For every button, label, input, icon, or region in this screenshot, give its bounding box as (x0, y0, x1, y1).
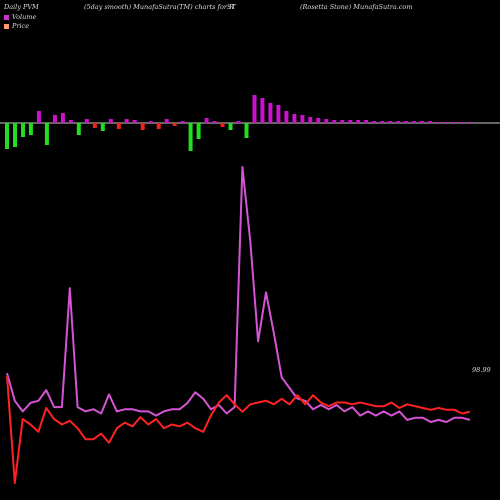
volume-bar (228, 123, 233, 130)
volume-bar (300, 115, 305, 123)
volume-bar (21, 123, 25, 137)
volume-bar (116, 123, 121, 129)
volume-bar (348, 120, 353, 123)
volume-bar (196, 123, 201, 139)
volume-bar (188, 123, 193, 151)
volume-bar (236, 121, 241, 123)
volume-bar (132, 120, 137, 123)
volume-bar (36, 111, 41, 123)
volume-bar (220, 123, 225, 127)
volume-bar (428, 121, 433, 123)
volume-bar (212, 121, 217, 123)
volume-bars (5, 95, 472, 151)
header-right: (Rosetta Stone) MunafaSutra.com (300, 3, 413, 11)
volume-bar (268, 103, 273, 123)
volume-bar (124, 119, 129, 123)
volume-bar (204, 118, 209, 123)
legend-price-label: Price (12, 22, 30, 30)
header-left: Daily PVM (4, 3, 39, 11)
volume-bar (460, 122, 464, 123)
volume-line (6, 166, 471, 423)
last-price-label: 98.99 (472, 366, 491, 374)
volume-bar (180, 121, 185, 123)
volume-bar (28, 123, 33, 135)
volume-bar (172, 123, 177, 126)
volume-bar (164, 119, 169, 123)
volume-bar (404, 121, 409, 123)
volume-bar (356, 120, 361, 123)
legend-price: Price (4, 22, 29, 30)
volume-bar (412, 121, 417, 123)
volume-bar (13, 123, 17, 147)
volume-bar (452, 122, 456, 123)
volume-bar (260, 98, 265, 123)
volume-bar (372, 121, 377, 123)
volume-bar (332, 120, 337, 123)
volume-bar (108, 119, 113, 123)
price-line (6, 375, 471, 484)
volume-bar (420, 121, 425, 123)
volume-bar (340, 120, 345, 123)
volume-bar (68, 120, 73, 123)
volume-bar (76, 123, 81, 135)
volume-bar (396, 121, 401, 123)
volume-bar (44, 123, 49, 145)
volume-bar (292, 114, 297, 123)
volume-bar (156, 123, 161, 129)
legend-price-swatch (4, 23, 9, 29)
volume-bar (52, 115, 57, 123)
volume-bar (84, 119, 89, 123)
legend-volume-swatch (4, 14, 9, 20)
volume-bar (140, 123, 145, 130)
volume-bar (92, 123, 97, 128)
volume-bar (364, 120, 369, 123)
volume-bar (100, 123, 105, 131)
volume-bar (388, 121, 393, 123)
volume-bar (5, 123, 9, 149)
volume-bar (468, 122, 472, 123)
volume-bar (380, 121, 385, 123)
header-center: (5day smooth) MunafaSutra(TM) charts for… (84, 3, 234, 11)
legend-volume: Volume (4, 13, 36, 21)
volume-bar (276, 105, 281, 123)
header-symbol: ST (227, 3, 236, 11)
legend-volume-label: Volume (12, 13, 37, 21)
volume-bar (308, 117, 313, 123)
volume-bar (444, 122, 449, 123)
volume-bar (60, 113, 65, 123)
volume-bar (324, 119, 329, 123)
volume-bar (316, 118, 321, 123)
volume-bar (436, 122, 441, 123)
volume-bar (284, 111, 289, 123)
volume-bar (148, 121, 153, 123)
volume-bar (252, 95, 257, 123)
volume-bar (244, 123, 249, 138)
